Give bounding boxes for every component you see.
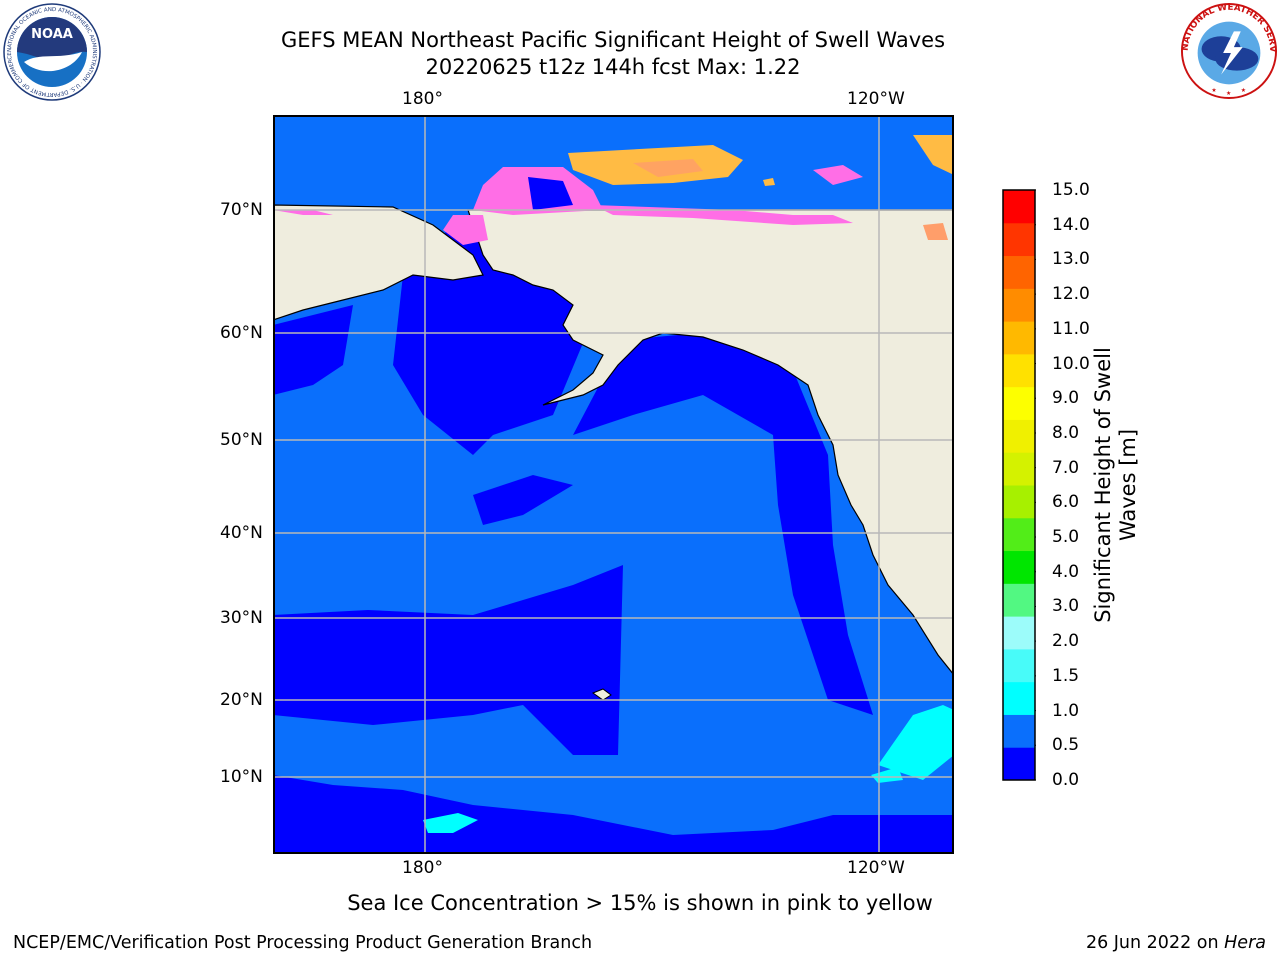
colorbar-segment	[1003, 255, 1035, 289]
colorbar-segment	[1003, 288, 1035, 322]
colorbar-tick-label: 9.0	[1052, 388, 1080, 409]
colorbar-title-line2: Waves [m]	[1116, 428, 1140, 542]
colorbar-segment	[1003, 648, 1035, 683]
land-hawaii	[591, 688, 612, 701]
colorbar-title: Significant Height of Swell Waves [m]	[1091, 347, 1141, 623]
colorbar-segment	[1003, 452, 1035, 486]
colorbar-tick-label: 14.0	[1052, 214, 1090, 235]
colorbar-tick-label: 13.0	[1052, 249, 1090, 270]
land-north-america	[467, 209, 954, 676]
colorbar-tick-label: 1.0	[1052, 700, 1080, 721]
colorbar-tick-label: 6.0	[1052, 492, 1080, 513]
graticule	[273, 115, 954, 854]
noaa-logo: NATIONAL OCEANIC AND ATMOSPHERIC ADMINIS…	[3, 3, 101, 101]
colorbar-tick-label: 0.5	[1052, 735, 1080, 756]
lat-label-70n: 70°N	[220, 200, 263, 220]
colorbar-tick-label: 15.0	[1052, 180, 1090, 200]
colorbar-segment	[1003, 681, 1035, 715]
colorbar-segment	[1003, 550, 1035, 584]
lat-label-10n: 10°N	[220, 767, 263, 787]
lon-label-top-180: 180°	[402, 89, 443, 109]
land-northeast-asia	[273, 204, 484, 321]
colorbar-tick-label: 5.0	[1052, 527, 1080, 548]
lat-label-60n: 60°N	[220, 323, 263, 343]
colorbar-tick-label: 3.0	[1052, 596, 1080, 617]
chart-subtitle: 20220625 t12z 144h fcst Max: 1.22	[425, 55, 801, 79]
swell-map	[273, 115, 954, 854]
colorbar-segment	[1003, 714, 1035, 748]
moderate-swell-patches	[423, 705, 954, 833]
colorbar-segment	[1003, 616, 1035, 650]
footer-date-text: 26 Jun 2022 on	[1085, 933, 1225, 953]
map-frame	[273, 115, 954, 854]
colorbar-segment	[1003, 419, 1035, 453]
colorbar-tick-label: 7.0	[1052, 457, 1080, 478]
lon-label-bottom-120w: 120°W	[847, 858, 905, 878]
colorbar-segment	[1003, 386, 1035, 420]
colorbar-frame	[1002, 189, 1036, 781]
footer-date: 26 Jun 2022 on Hera	[1086, 932, 1266, 954]
sea-ice-note: Sea Ice Concentration > 15% is shown in …	[347, 891, 933, 915]
colorbar-tick-label: 12.0	[1052, 284, 1090, 305]
colorbar-segment	[1003, 190, 1035, 224]
colorbar	[1002, 189, 1036, 781]
colorbar-tick-label: 8.0	[1052, 422, 1080, 443]
colorbar-segment	[1003, 353, 1035, 388]
colorbar-segment	[1003, 485, 1035, 519]
colorbar-tick-label: 2.0	[1052, 631, 1080, 652]
colorbar-tick-label: 4.0	[1052, 561, 1080, 582]
colorbar-segment	[1003, 222, 1035, 257]
lon-label-bottom-180: 180°	[402, 858, 443, 878]
colorbar-tick-label: 0.0	[1052, 770, 1080, 790]
noaa-logo-text: NOAA	[31, 27, 73, 42]
footer-host: Hera	[1224, 933, 1266, 953]
sea-ice	[273, 135, 954, 245]
svg-text:★: ★	[1211, 87, 1216, 94]
svg-text:★: ★	[1226, 90, 1231, 97]
colorbar-tick-label: 10.0	[1052, 353, 1090, 374]
chart-title: GEFS MEAN Northeast Pacific Significant …	[280, 28, 946, 52]
lon-label-top-120w: 120°W	[847, 89, 905, 109]
colorbar-tick-label: 11.0	[1052, 318, 1090, 339]
colorbar-segment	[1003, 517, 1035, 552]
lat-label-50n: 50°N	[220, 430, 263, 450]
colorbar-segment	[1003, 583, 1035, 617]
lat-label-30n: 30°N	[220, 608, 263, 628]
svg-text:★: ★	[1241, 87, 1246, 94]
colorbar-segment	[1003, 321, 1035, 355]
colorbar-title-line1: Significant Height of Swell	[1091, 347, 1115, 623]
nws-logo: NATIONAL WEATHER SERVICE ★ ★ ★	[1180, 2, 1277, 100]
footer-credit: NCEP/EMC/Verification Post Processing Pr…	[13, 933, 593, 953]
lat-label-40n: 40°N	[220, 523, 263, 543]
colorbar-segment	[1003, 747, 1035, 781]
colorbar-tick-label: 1.5	[1052, 665, 1080, 686]
lat-label-20n: 20°N	[220, 690, 263, 710]
